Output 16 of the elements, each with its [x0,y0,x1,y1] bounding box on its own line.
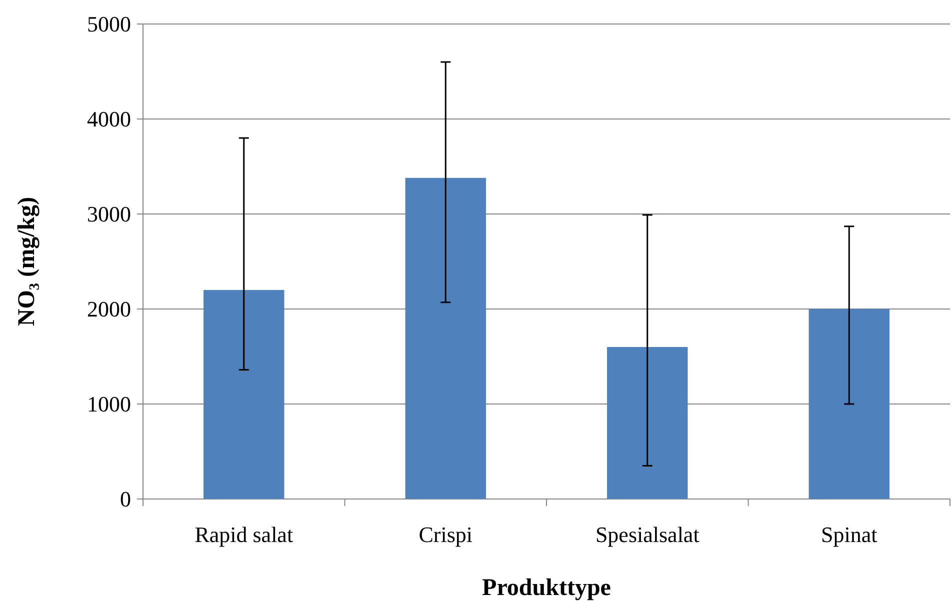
y-tick-label: 5000 [87,12,131,37]
bar [204,290,284,499]
x-axis-title: Produkttype [482,575,612,601]
y-tick-label: 0 [120,486,131,512]
y-axis-title: NO₃ (mg/kg) [14,196,40,326]
y-tick-label: 4000 [87,106,131,132]
y-tick-label: 1000 [87,392,131,417]
x-tick-label: Spinat [821,522,878,547]
x-tick-label: Crispi [418,522,473,547]
x-tick-label: Rapid salat [194,522,294,547]
x-tick-label: Spesialsalat [595,522,700,547]
bar [607,347,688,499]
bar [405,178,486,499]
y-tick-label: 2000 [87,296,131,322]
y-tick-label: 3000 [87,202,131,227]
bar [808,309,890,499]
